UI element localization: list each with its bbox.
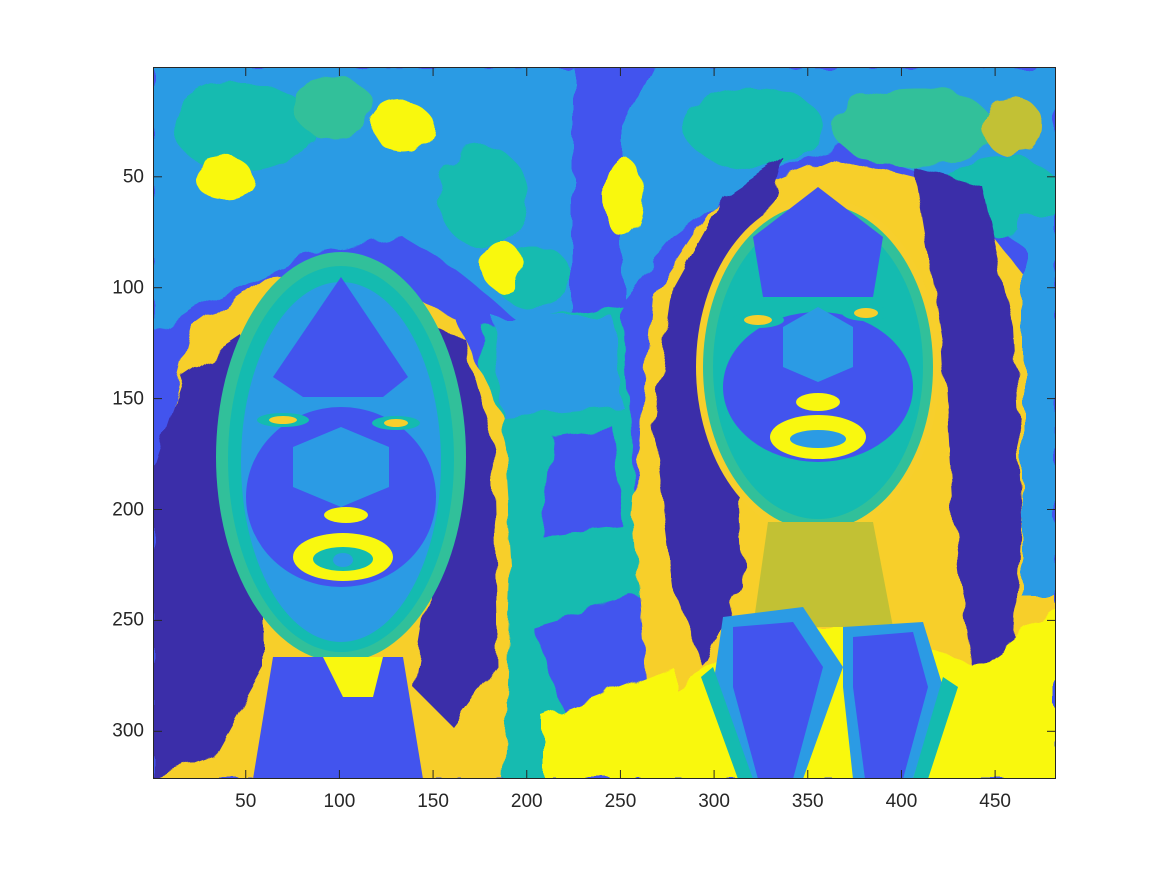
right-face-upper-lip (796, 393, 840, 411)
left-forehead (273, 277, 408, 397)
left-face (216, 252, 466, 779)
xtick-label: 450 (979, 791, 1011, 812)
headdress-blob (483, 242, 523, 292)
ytick-label: 150 (112, 388, 144, 410)
headdress-blob (603, 157, 643, 237)
headdress-blob (833, 87, 993, 167)
right-face (696, 187, 958, 779)
ytick-label: 50 (122, 166, 144, 188)
headdress-blob (683, 87, 823, 167)
left-nose-area (293, 427, 389, 507)
xtick-label: 50 (235, 791, 257, 812)
ytick-label: 300 (112, 720, 144, 742)
xtick-label: 250 (604, 791, 637, 812)
right-background-strip (1023, 217, 1056, 597)
xtick-label: 300 (698, 791, 730, 812)
center-region (493, 317, 623, 417)
headdress-blob (438, 147, 528, 247)
xtick-label: 200 (510, 791, 543, 812)
left-neck (253, 657, 423, 779)
center-region (543, 427, 623, 537)
xtick-label: 150 (417, 791, 449, 812)
left-face-upper-lip (324, 507, 368, 523)
right-hair (913, 167, 1023, 667)
ytick-label: 250 (112, 609, 144, 631)
false-color-image (153, 67, 1056, 779)
ytick-label: 200 (112, 499, 144, 520)
xtick-label: 400 (885, 791, 918, 812)
right-nose-area (783, 307, 853, 382)
lower-center-yellow (543, 667, 673, 779)
image-axes (153, 67, 1056, 779)
headdress-blob (293, 77, 373, 137)
headdress-blob (983, 97, 1043, 157)
headdress-blob (373, 102, 433, 152)
left-chin-highlight (323, 657, 383, 697)
headdress-blob (193, 157, 253, 197)
image-content (153, 67, 1056, 779)
xtick-label: 100 (323, 791, 356, 812)
right-neck (753, 522, 893, 627)
right-cheeks (723, 312, 913, 462)
headdress-blob (173, 82, 313, 172)
xtick-label: 350 (791, 791, 824, 812)
ytick-label: 100 (112, 277, 144, 299)
right-forehead (753, 187, 883, 297)
